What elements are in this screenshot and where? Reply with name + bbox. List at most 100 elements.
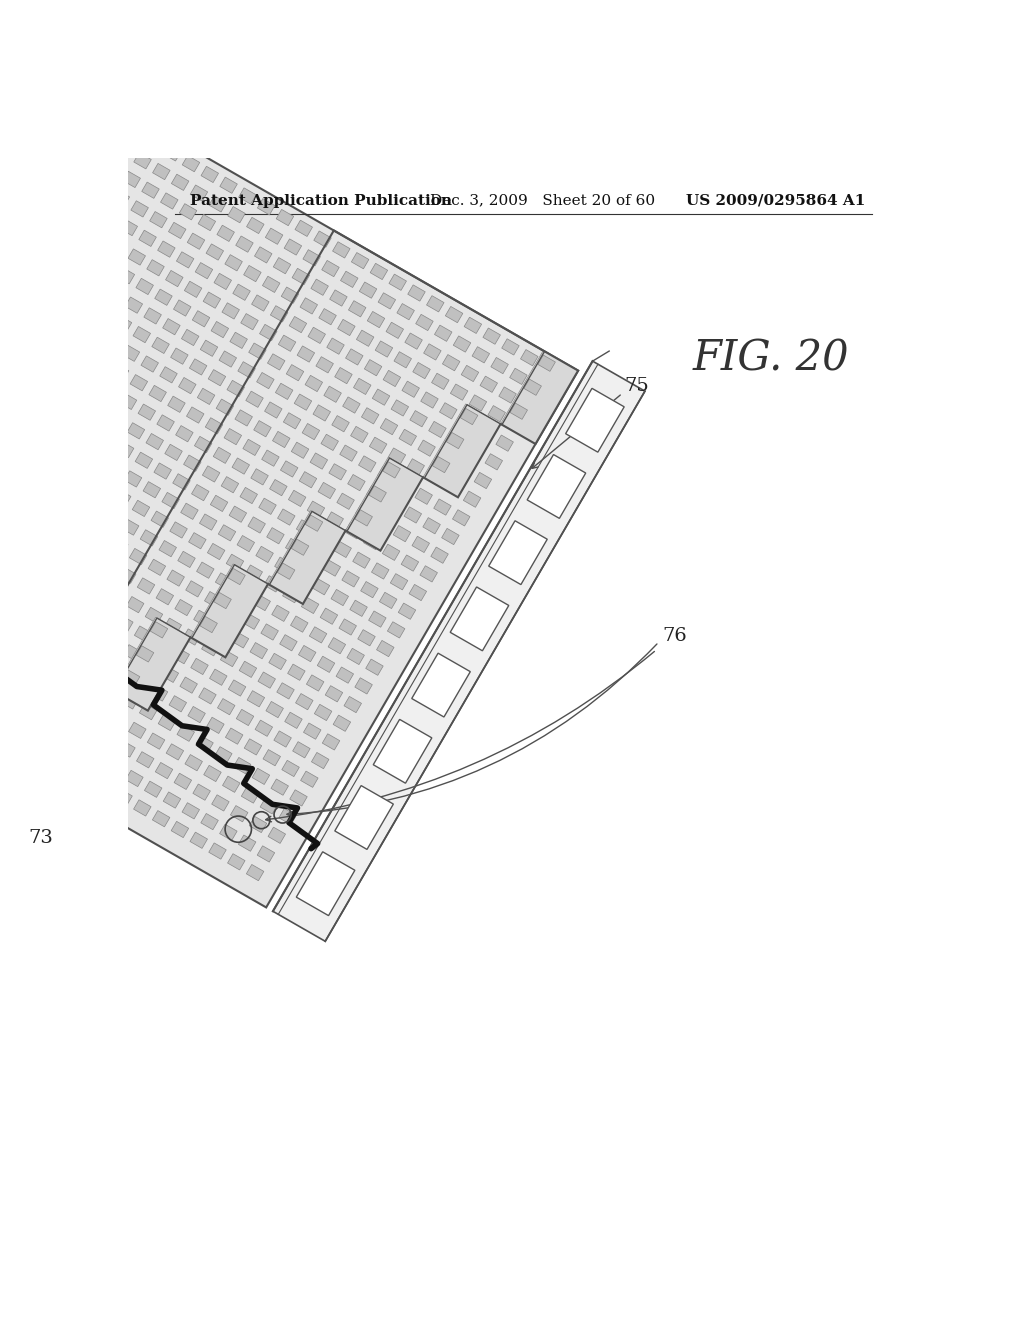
Polygon shape [90,227,108,244]
Polygon shape [178,378,196,393]
Polygon shape [480,376,498,392]
Polygon shape [321,434,339,450]
Polygon shape [424,343,441,360]
Polygon shape [434,325,452,342]
Polygon shape [185,581,203,597]
Polygon shape [141,182,160,198]
Polygon shape [205,417,223,434]
Polygon shape [119,568,136,583]
Polygon shape [134,153,152,169]
Polygon shape [397,304,415,319]
Polygon shape [461,366,478,381]
Polygon shape [29,292,46,308]
Polygon shape [74,342,91,359]
Polygon shape [208,544,225,560]
Polygon shape [237,709,254,726]
Polygon shape [340,445,357,461]
Polygon shape [160,367,177,383]
Polygon shape [251,469,268,484]
Polygon shape [0,647,14,663]
Polygon shape [280,635,297,651]
Polygon shape [57,457,75,474]
Polygon shape [410,585,427,601]
Polygon shape [144,781,162,797]
Text: 76: 76 [663,627,687,644]
Polygon shape [276,210,294,226]
Polygon shape [84,498,101,513]
Polygon shape [257,198,274,215]
Polygon shape [368,312,385,327]
Polygon shape [399,429,417,446]
Polygon shape [126,123,143,140]
Polygon shape [215,747,232,763]
Polygon shape [66,313,83,329]
Polygon shape [259,498,276,515]
Polygon shape [377,640,394,656]
Polygon shape [228,680,246,696]
Polygon shape [0,491,4,508]
Polygon shape [446,433,464,449]
Polygon shape [198,388,215,404]
Polygon shape [135,453,153,469]
Polygon shape [182,803,200,818]
Polygon shape [78,594,95,610]
Polygon shape [153,810,170,826]
Polygon shape [383,462,400,478]
Polygon shape [451,384,468,400]
Polygon shape [6,503,24,519]
Polygon shape [193,310,210,327]
Polygon shape [11,407,29,422]
Polygon shape [151,685,168,701]
Polygon shape [250,643,267,659]
Polygon shape [53,678,71,696]
Polygon shape [0,618,6,634]
Polygon shape [80,719,97,735]
Polygon shape [240,487,257,504]
Polygon shape [43,698,60,714]
Polygon shape [404,507,422,523]
Polygon shape [202,640,219,656]
Polygon shape [396,478,414,494]
Polygon shape [200,513,217,531]
Polygon shape [231,632,249,648]
Polygon shape [85,323,102,339]
Polygon shape [282,286,299,304]
Polygon shape [520,350,538,366]
Polygon shape [193,784,210,800]
Polygon shape [288,664,305,680]
Polygon shape [377,466,395,483]
Polygon shape [146,433,164,450]
Polygon shape [131,675,148,690]
Polygon shape [13,706,31,722]
Polygon shape [236,236,253,252]
Polygon shape [161,193,178,209]
Polygon shape [218,525,236,541]
Polygon shape [0,473,15,490]
Polygon shape [203,292,220,309]
Polygon shape [299,471,316,488]
Polygon shape [404,333,422,350]
Polygon shape [311,279,329,296]
Polygon shape [40,572,58,589]
Polygon shape [234,583,252,599]
Polygon shape [101,209,119,224]
Polygon shape [266,528,285,544]
Polygon shape [265,228,283,244]
Polygon shape [454,335,471,352]
Polygon shape [173,300,191,317]
Polygon shape [267,354,285,370]
Polygon shape [249,816,267,833]
Polygon shape [373,389,390,405]
Polygon shape [0,521,12,537]
Polygon shape [88,748,105,766]
Polygon shape [324,387,341,403]
Polygon shape [266,701,284,718]
Polygon shape [8,454,27,470]
Polygon shape [201,341,218,356]
Polygon shape [229,333,248,348]
Polygon shape [43,524,60,540]
Polygon shape [278,510,295,525]
Polygon shape [415,488,432,504]
Polygon shape [420,566,437,582]
Polygon shape [483,327,501,345]
